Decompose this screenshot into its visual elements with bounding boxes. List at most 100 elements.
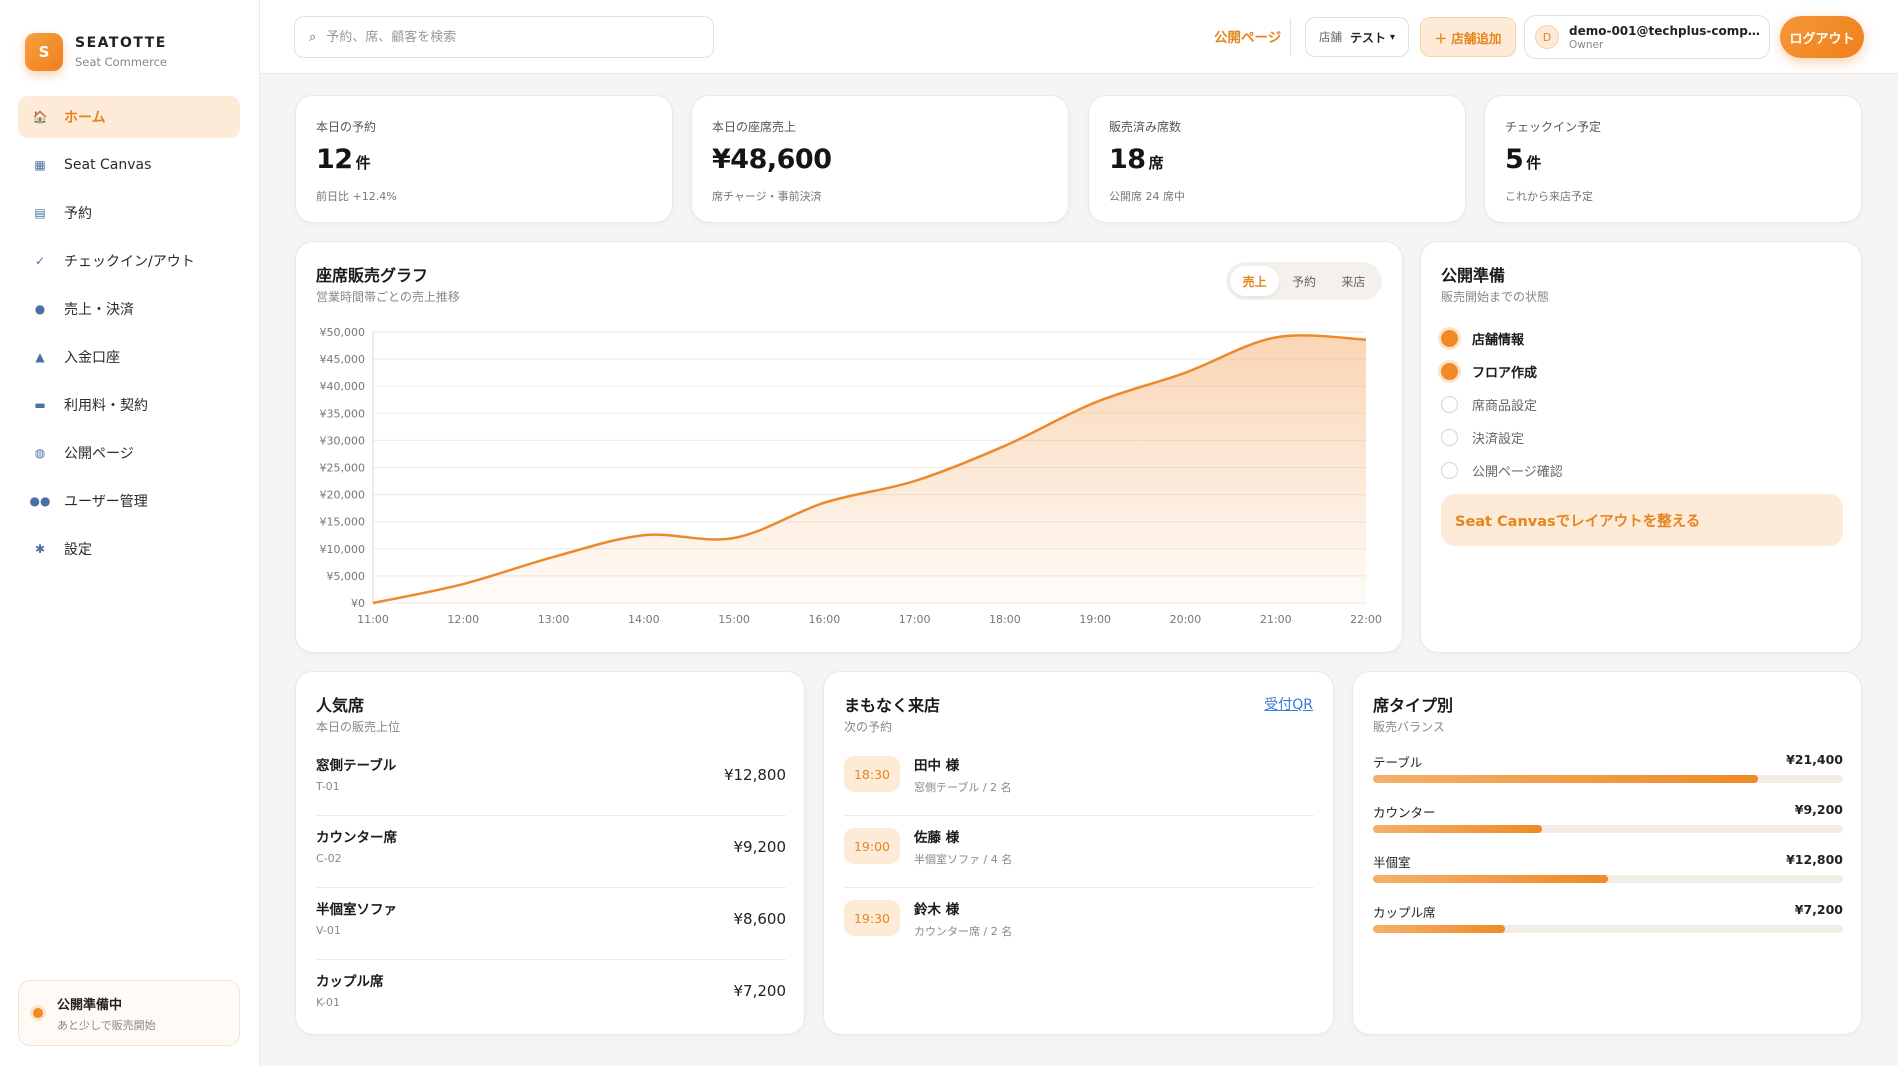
- seat-type-bars: テーブル ¥21,400 カウンター ¥9,200 半個室 ¥12,800 カップル席 ¥7,…: [1373, 752, 1843, 952]
- list-item: カップル席 ¥7,200: [1373, 902, 1843, 952]
- home-icon: 🏠: [32, 110, 48, 124]
- seat-type-label: 半個室: [1373, 855, 1411, 870]
- seat-price: ¥9,200: [733, 838, 787, 856]
- checklist-item[interactable]: 公開ページ確認: [1441, 454, 1563, 487]
- tab-2[interactable]: 来店: [1341, 274, 1366, 289]
- x-tick-label: 16:00: [809, 613, 841, 626]
- seat-type-label: カップル席: [1373, 905, 1436, 920]
- store-select-value: テスト: [1349, 30, 1386, 45]
- sidebar-item-6[interactable]: ▬ 利用料・契約: [18, 384, 240, 426]
- kpi-card-seats-sold: 販売済み席数 18 席 公開席 24 席中: [1088, 95, 1466, 223]
- sidebar-item-label: 公開ページ: [64, 446, 134, 462]
- arrivals-subtitle: 次の予約: [844, 720, 893, 734]
- seat-code: V-01: [316, 924, 341, 937]
- list-item[interactable]: カウンター席 C-02 ¥9,200: [316, 816, 786, 888]
- list-item[interactable]: カップル席 K-01 ¥7,200: [316, 960, 786, 1032]
- kpi-label: 販売済み席数: [1109, 120, 1182, 134]
- search-box[interactable]: ⌕: [294, 16, 714, 58]
- list-item[interactable]: 19:00 佐藤 様半個室ソファ / 4 名: [844, 816, 1314, 888]
- list-item: 半個室 ¥12,800: [1373, 852, 1843, 902]
- seat-canvas-layout-button[interactable]: Seat Canvasでレイアウトを整える: [1441, 494, 1843, 546]
- arrival-time-badge: 19:00: [844, 828, 900, 864]
- map-icon: ▦: [34, 158, 46, 172]
- check-done-icon: [1441, 363, 1458, 380]
- kpi-subtext: 前日比 +12.4%: [316, 190, 397, 203]
- check-empty-icon: [1441, 429, 1458, 446]
- sidebar-item-7[interactable]: ◍ 公開ページ: [18, 432, 240, 474]
- globe-icon: ◍: [34, 446, 46, 460]
- checklist-label: 店舗情報: [1472, 333, 1525, 348]
- user-email: demo-001@techplus-compan...: [1569, 23, 1765, 38]
- add-store-button[interactable]: ＋ 店舗追加: [1420, 17, 1516, 57]
- kpi-subtext: 公開席 24 席中: [1109, 190, 1185, 203]
- chevron-down-icon: ▾: [1389, 31, 1396, 43]
- checklist-label: 席商品設定: [1472, 399, 1538, 414]
- popular-seat-list: 窓側テーブル T-01 ¥12,800 カウンター席 C-02 ¥9,200 半個室ソファ V…: [316, 744, 786, 1032]
- seat-price: ¥7,200: [733, 982, 787, 1000]
- x-tick-label: 14:00: [628, 613, 660, 626]
- sidebar-item-1[interactable]: ▦ Seat Canvas: [18, 144, 240, 186]
- sidebar-item-2[interactable]: ▤ 予約: [18, 192, 240, 234]
- list-item[interactable]: 窓側テーブル T-01 ¥12,800: [316, 744, 786, 816]
- readiness-subtitle: 販売開始までの状態: [1441, 290, 1550, 304]
- check-icon: ✓: [34, 254, 46, 268]
- list-item: テーブル ¥21,400: [1373, 752, 1843, 802]
- x-tick-label: 17:00: [899, 613, 931, 626]
- check-empty-icon: [1441, 462, 1458, 479]
- list-item[interactable]: 半個室ソファ V-01 ¥8,600: [316, 888, 786, 960]
- kpi-label: チェックイン予定: [1505, 120, 1602, 134]
- seat-price: ¥12,800: [723, 766, 786, 784]
- sidebar-item-label: 予約: [64, 206, 92, 222]
- tab-1[interactable]: 予約: [1291, 274, 1316, 289]
- store-select-label: 店舗: [1318, 30, 1342, 44]
- list-item[interactable]: 19:30 鈴木 様カウンター席 / 2 名: [844, 888, 1314, 960]
- list-item[interactable]: 18:30 田中 様窓側テーブル / 2 名: [844, 744, 1314, 816]
- check-done-icon: [1441, 330, 1458, 347]
- user-menu[interactable]: D demo-001@techplus-compan... Owner: [1524, 15, 1770, 59]
- chart-metric-toggle: 売上 予約 来店: [1226, 262, 1382, 300]
- kpi-subtext: 席チャージ・事前決済: [712, 190, 822, 203]
- store-select[interactable]: 店舗 テスト ▾: [1305, 17, 1409, 57]
- brand-logo: S: [25, 33, 63, 71]
- sidebar-item-9[interactable]: ✱ 設定: [18, 528, 240, 570]
- reservation-detail: カウンター席 / 2 名: [914, 925, 1013, 938]
- checklist-item[interactable]: 店舗情報: [1441, 322, 1563, 355]
- x-tick-label: 20:00: [1170, 613, 1202, 626]
- sidebar-item-label: 設定: [64, 542, 92, 558]
- checklist-item[interactable]: フロア作成: [1441, 355, 1563, 388]
- public-page-link[interactable]: 公開ページ: [1214, 30, 1282, 46]
- sidebar-item-label: 売上・決済: [64, 302, 134, 318]
- kpi-subtext: これから来店予定: [1505, 190, 1593, 203]
- chart-subtitle: 営業時間帯ごとの売上推移: [316, 290, 460, 304]
- sales-line: [372, 334, 1367, 605]
- kpi-value: ¥48,600: [712, 144, 832, 175]
- search-input[interactable]: [326, 29, 687, 45]
- sidebar-item-0[interactable]: 🏠 ホーム: [18, 96, 240, 138]
- progress-fill: [1373, 875, 1608, 883]
- y-tick-label: ¥50,000: [320, 326, 366, 339]
- tab-0[interactable]: 売上: [1230, 266, 1280, 296]
- sidebar-item-4[interactable]: ● 売上・決済: [18, 288, 240, 330]
- sidebar-item-label: 入金口座: [64, 350, 120, 366]
- logout-button[interactable]: ログアウト: [1780, 16, 1864, 58]
- sidebar-item-5[interactable]: ▲ 入金口座: [18, 336, 240, 378]
- arrival-time-badge: 18:30: [844, 756, 900, 792]
- reservation-detail: 窓側テーブル / 2 名: [914, 781, 1012, 794]
- y-tick-label: ¥30,000: [320, 434, 366, 447]
- brand[interactable]: S SEATOTTE Seat Commerce: [25, 33, 167, 71]
- list-item: カウンター ¥9,200: [1373, 802, 1843, 852]
- seat-name: カウンター席: [316, 830, 397, 846]
- y-tick-label: ¥10,000: [320, 543, 366, 556]
- progress-track: [1373, 925, 1843, 933]
- seat-code: T-01: [316, 780, 340, 793]
- checklist-item[interactable]: 席商品設定: [1441, 388, 1563, 421]
- sidebar-item-3[interactable]: ✓ チェックイン/アウト: [18, 240, 240, 282]
- publish-status-card: 公開準備中 あと少しで販売開始: [18, 980, 240, 1046]
- sidebar-item-8[interactable]: ●● ユーザー管理: [18, 480, 240, 522]
- avatar: D: [1535, 25, 1559, 49]
- reception-qr-link[interactable]: 受付QR: [1264, 697, 1313, 713]
- checklist-item[interactable]: 決済設定: [1441, 421, 1563, 454]
- progress-track: [1373, 825, 1843, 833]
- seat-price: ¥8,600: [733, 910, 787, 928]
- seat-types-subtitle: 販売バランス: [1373, 720, 1445, 734]
